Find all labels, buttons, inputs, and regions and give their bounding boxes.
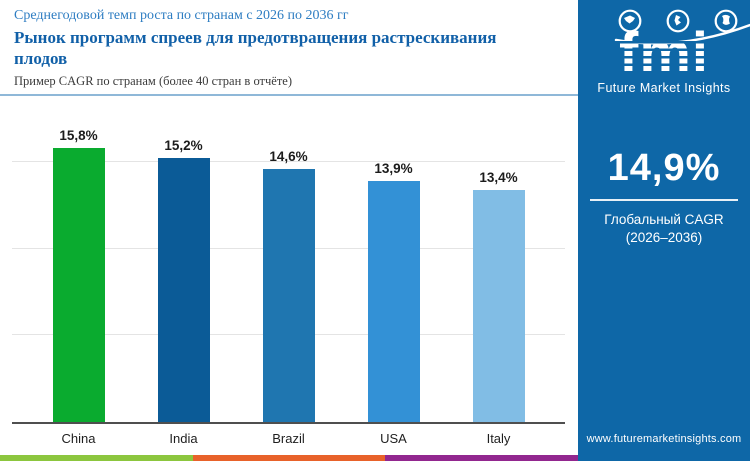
bar-india <box>157 158 210 422</box>
x-axis-labels: China India Brazil USA Italy <box>12 424 565 446</box>
header-divider <box>0 94 578 96</box>
cagr-label-line1: Глобальный CAGR <box>604 211 724 227</box>
bar-value-label: 13,9% <box>374 161 413 176</box>
bar-usa <box>367 181 420 422</box>
bar-value-label: 14,6% <box>269 148 308 164</box>
bar-column-brazil: 14,6% <box>254 149 324 422</box>
bar-china <box>52 148 105 422</box>
global-cagr-label: Глобальный CAGR (2026–2036) <box>586 211 742 249</box>
bar-chart: 15,8% 15,2% 14,6% 13,9% 13,4% <box>12 96 565 424</box>
axis-label-brazil: Brazil <box>272 431 305 446</box>
chart-subtitle: Пример CAGR по странам (более 40 стран в… <box>14 74 293 88</box>
website-link[interactable]: www.futuremarketinsights.com <box>586 433 742 445</box>
cagr-divider <box>590 198 738 201</box>
bar-value-label: 15,8% <box>59 128 98 143</box>
bar-column-china: 15,8% <box>44 128 114 422</box>
cagr-label-line2: (2026–2036) <box>625 230 703 246</box>
bar-italy <box>472 189 525 422</box>
fmi-logo-text: fmi <box>586 25 742 82</box>
bar-value-label: 13,4% <box>479 169 518 185</box>
fmi-logo: fmi Future Market Insights <box>586 8 750 95</box>
bar-column-italy: 13,4% <box>464 170 534 422</box>
bar-column-india: 15,2% <box>149 138 219 422</box>
stripe-orange <box>192 455 386 461</box>
stripe-purple <box>385 455 579 461</box>
bar-brazil <box>262 168 315 422</box>
brand-panel: fmi Future Market Insights 14,9% Глобаль… <box>578 0 750 461</box>
fmi-logo-tagline: Future Market Insights <box>597 80 731 95</box>
stripe-green <box>0 455 193 461</box>
global-cagr-value: 14,9% <box>607 146 721 189</box>
axis-label-india: India <box>169 431 198 446</box>
bar-value-label: 15,2% <box>164 138 203 154</box>
chart-kicker: Среднегодовой темп роста по странам с 20… <box>14 8 349 23</box>
gridline-15pct <box>12 160 565 162</box>
global-cagr-block: 14,9% Глобальный CAGR (2026–2036) <box>578 147 750 249</box>
footer-stripe <box>0 455 579 461</box>
axis-label-italy: Italy <box>486 431 511 446</box>
axis-label-china: China <box>61 431 96 446</box>
axis-label-usa: USA <box>380 431 407 446</box>
page-title: Рынок программ спреев для предотвращения… <box>14 28 497 68</box>
chart-header: Среднегодовой темп роста по странам с 20… <box>0 0 578 89</box>
chart-section: Среднегодовой темп роста по странам с 20… <box>0 0 579 461</box>
bar-column-usa: 13,9% <box>359 161 429 422</box>
